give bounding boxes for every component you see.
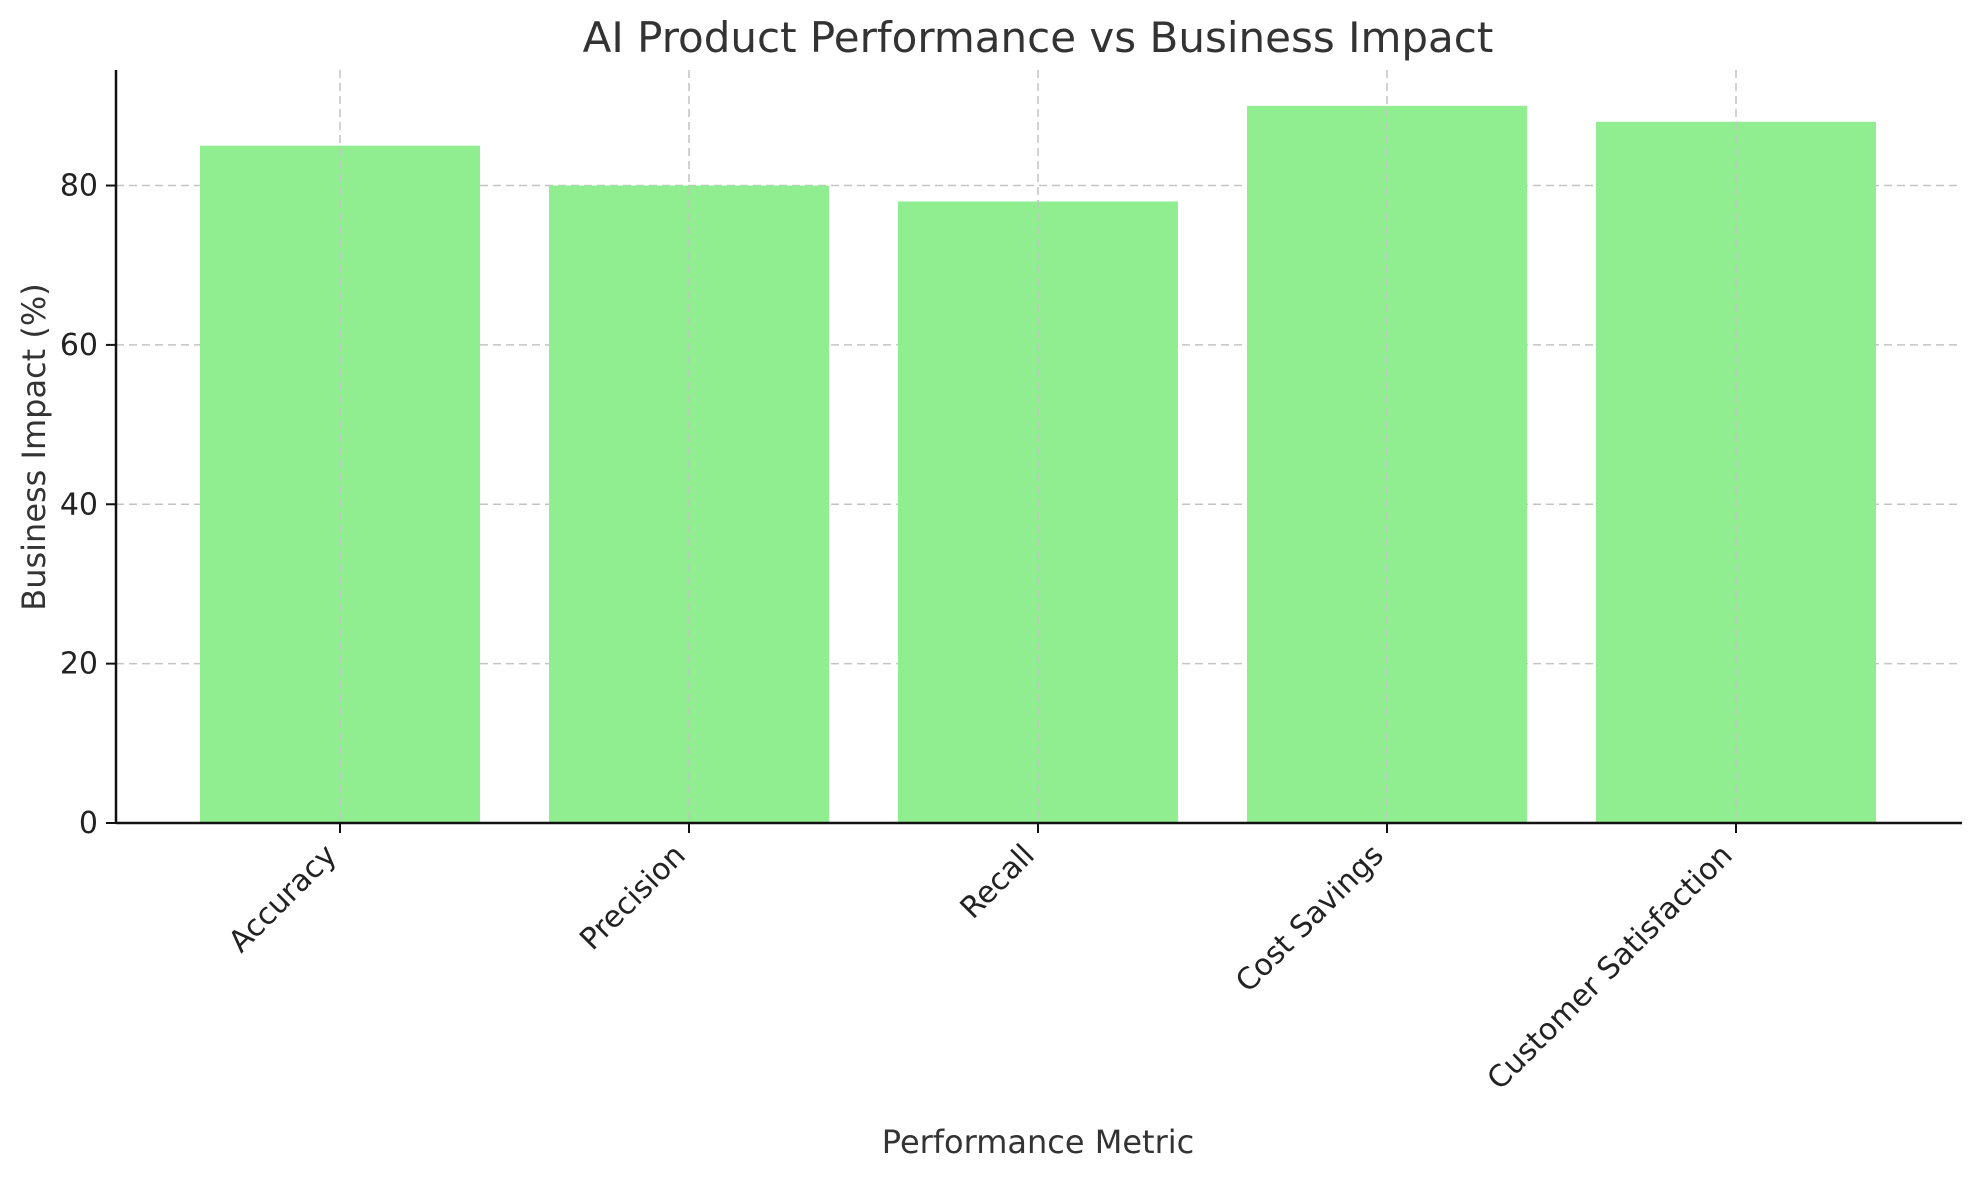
y-axis-label: Business Impact (%) [15,283,53,611]
x-tick-label: Cost Savings [1229,838,1391,1000]
y-tick-label: 60 [60,328,98,363]
vertical-grid [339,70,1737,823]
y-ticks: 0 20 40 60 80 [60,169,116,841]
y-tick-label: 0 [79,806,98,841]
y-tick-label: 20 [60,647,98,682]
y-tick-label: 80 [60,169,98,204]
x-ticks: Accuracy Precision Recall Cost Savings Custo… [222,823,1740,1097]
x-tick-label: Accuracy [222,838,344,960]
y-tick-label: 40 [60,487,98,522]
x-tick-label: Precision [573,838,692,957]
chart-title: AI Product Performance vs Business Impac… [583,13,1494,62]
x-axis-label: Performance Metric [882,1123,1194,1161]
bar-customer-satisfaction [1596,121,1876,824]
x-tick-label: Customer Satisfaction [1481,838,1740,1097]
x-tick-label: Recall [954,838,1042,926]
